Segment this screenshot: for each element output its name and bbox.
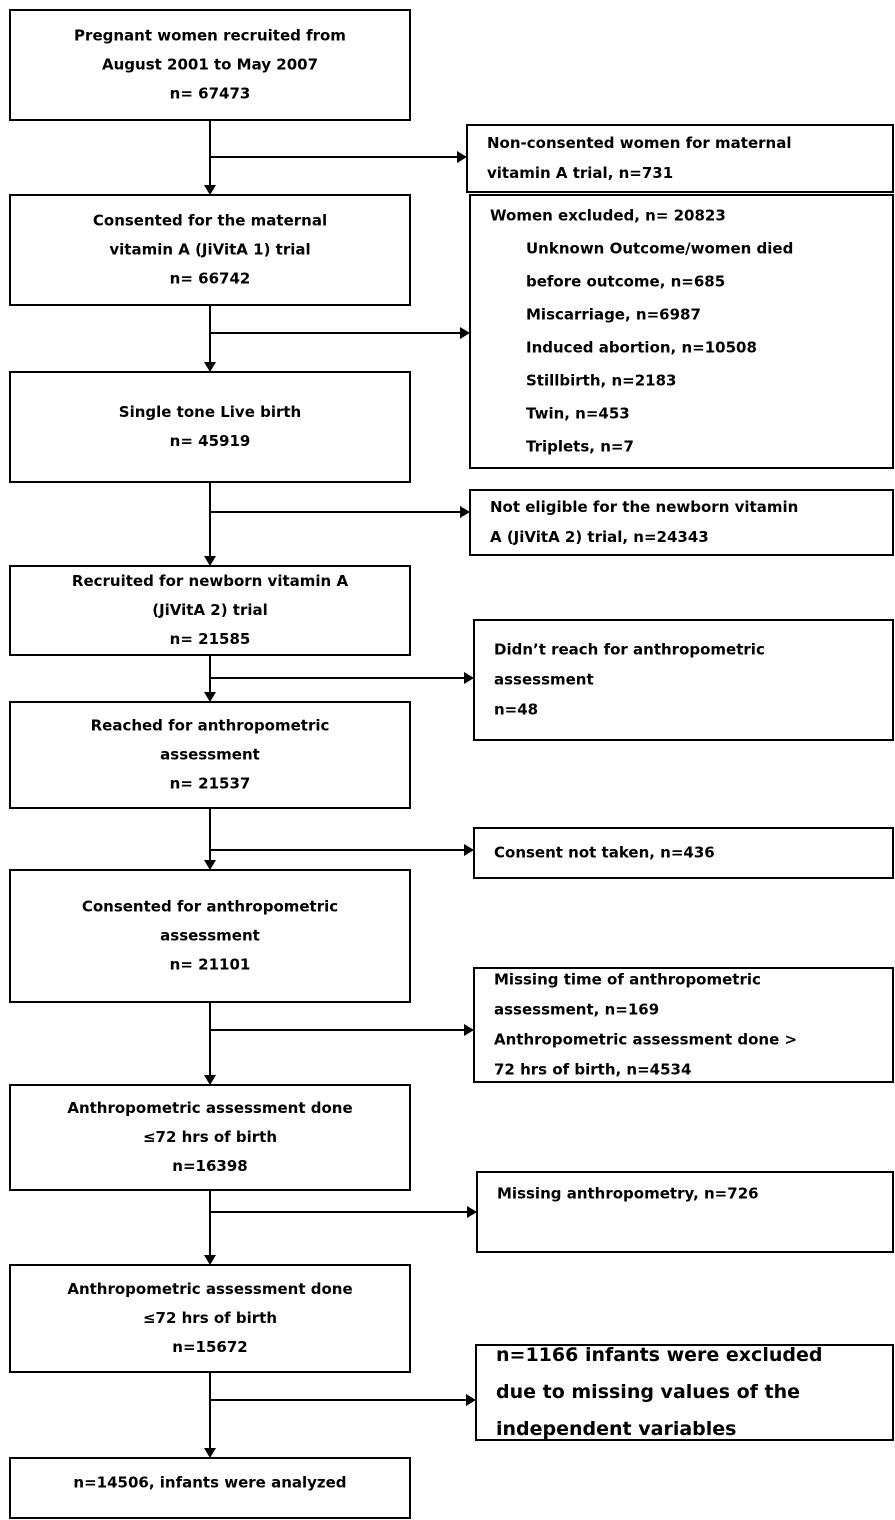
main-box bbox=[9, 869, 411, 1003]
main-box-text: (JiVitA 2) trial bbox=[152, 601, 268, 619]
side-box bbox=[473, 619, 894, 741]
main-box-text: Recruited for newborn vitamin A bbox=[72, 572, 349, 590]
main-box bbox=[9, 194, 411, 306]
side-box-text: before outcome, n=685 bbox=[526, 273, 725, 291]
main-box-text: Anthropometric assessment done bbox=[67, 1099, 352, 1117]
side-box-text: n=1166 infants were excluded bbox=[496, 1344, 822, 1366]
main-box-text: n= 67473 bbox=[170, 85, 251, 103]
side-box-text: Miscarriage, n=6987 bbox=[526, 306, 701, 324]
side-box-text: Consent not taken, n=436 bbox=[494, 844, 715, 862]
side-box-text: Missing anthropometry, n=726 bbox=[497, 1185, 759, 1203]
side-box-text: due to missing values of the bbox=[496, 1381, 800, 1403]
side-box bbox=[476, 1171, 894, 1253]
main-box-text: assessment bbox=[160, 746, 260, 764]
arrow-head bbox=[460, 506, 470, 518]
main-box bbox=[9, 1457, 411, 1519]
arrow-head bbox=[204, 1075, 216, 1085]
main-box bbox=[9, 701, 411, 809]
main-box-text: n= 21537 bbox=[170, 775, 251, 793]
main-box-text: assessment bbox=[160, 927, 260, 945]
arrow-head bbox=[460, 327, 470, 339]
arrow-head bbox=[464, 672, 474, 684]
main-box-text: n=16398 bbox=[172, 1157, 247, 1175]
arrow-head bbox=[204, 185, 216, 195]
side-box bbox=[466, 124, 894, 193]
main-box bbox=[9, 371, 411, 483]
side-box-text: assessment, n=169 bbox=[494, 1001, 659, 1019]
side-box-text: n=48 bbox=[494, 701, 538, 719]
arrow-head bbox=[204, 362, 216, 372]
side-box-text: Induced abortion, n=10508 bbox=[526, 339, 757, 357]
side-box-text: Twin, n=453 bbox=[526, 405, 630, 423]
side-box-text: independent variables bbox=[496, 1418, 736, 1440]
side-box-text: vitamin A trial, n=731 bbox=[487, 164, 673, 182]
side-box-text: Anthropometric assessment done > bbox=[494, 1031, 797, 1049]
main-box-text: Pregnant women recruited from bbox=[74, 27, 346, 45]
arrow-head bbox=[466, 1394, 476, 1406]
side-box bbox=[469, 194, 894, 469]
arrow-head bbox=[204, 860, 216, 870]
side-box-text: 72 hrs of birth, n=4534 bbox=[494, 1061, 691, 1079]
arrow-head bbox=[467, 1206, 477, 1218]
arrow-head bbox=[464, 844, 474, 856]
arrow-head bbox=[204, 1448, 216, 1458]
main-box-text: n= 21101 bbox=[170, 956, 251, 974]
main-box-text: ≤72 hrs of birth bbox=[143, 1128, 277, 1146]
side-box-text: Didn’t reach for anthropometric bbox=[494, 641, 765, 659]
main-box-text: n= 66742 bbox=[170, 270, 251, 288]
main-box bbox=[9, 1084, 411, 1191]
main-box-text: Consented for the maternal bbox=[93, 212, 327, 230]
main-box-text: ≤72 hrs of birth bbox=[143, 1309, 277, 1327]
side-box bbox=[473, 827, 894, 879]
side-box bbox=[473, 967, 894, 1083]
side-box-text: assessment bbox=[494, 671, 594, 689]
side-box bbox=[469, 489, 894, 556]
main-box bbox=[9, 9, 411, 121]
side-box-text: Triplets, n=7 bbox=[526, 438, 634, 456]
side-box bbox=[475, 1344, 894, 1441]
main-box-text: n=14506, infants were analyzed bbox=[73, 1474, 346, 1492]
arrow-head bbox=[204, 692, 216, 702]
side-box-text: Not eligible for the newborn vitamin bbox=[490, 498, 798, 516]
side-box-text: Missing time of anthropometric bbox=[494, 971, 761, 989]
main-box-text: Consented for anthropometric bbox=[82, 898, 338, 916]
main-box-text: vitamin A (JiVitA 1) trial bbox=[109, 241, 310, 259]
side-box-text: Non-consented women for maternal bbox=[487, 134, 791, 152]
side-box-text: Unknown Outcome/women died bbox=[526, 240, 793, 258]
arrow-head bbox=[457, 151, 467, 163]
main-box-text: Reached for anthropometric bbox=[91, 717, 330, 735]
main-box-text: n= 21585 bbox=[170, 630, 251, 648]
main-box-text: n=15672 bbox=[172, 1338, 247, 1356]
main-box-text: Anthropometric assessment done bbox=[67, 1280, 352, 1298]
side-box-text: A (JiVitA 2) trial, n=24343 bbox=[490, 528, 709, 546]
arrow-head bbox=[204, 556, 216, 566]
side-box-text: Stillbirth, n=2183 bbox=[526, 372, 676, 390]
side-box-text: Women excluded, n= 20823 bbox=[490, 207, 726, 225]
arrow-head bbox=[464, 1024, 474, 1036]
main-box-text: Single tone Live birth bbox=[119, 403, 301, 421]
arrow-head bbox=[204, 1255, 216, 1265]
main-box-text: n= 45919 bbox=[170, 432, 251, 450]
main-box-text: August 2001 to May 2007 bbox=[102, 56, 318, 74]
